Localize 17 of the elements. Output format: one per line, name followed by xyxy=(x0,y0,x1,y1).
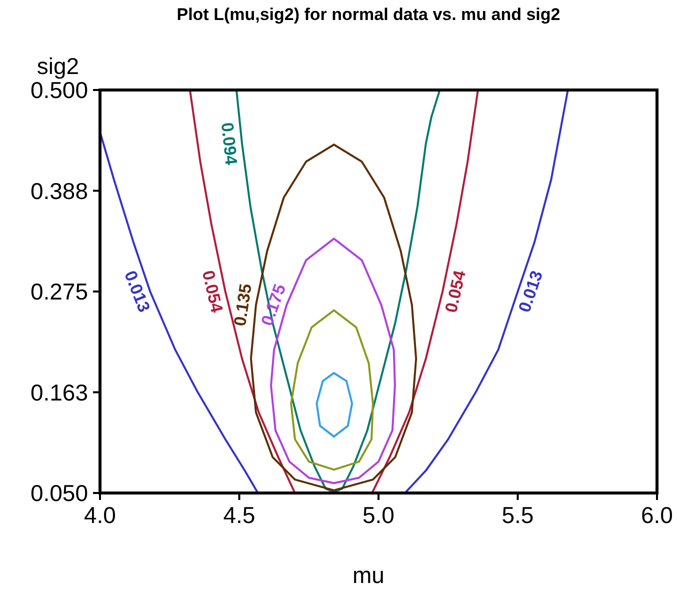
chart-title: Plot L(mu,sig2) for normal data vs. mu and sig2 xyxy=(176,5,560,24)
x-tick-label: 4.5 xyxy=(223,502,256,528)
text: 0.013 xyxy=(120,268,154,315)
text: 0.054 xyxy=(442,268,470,314)
x-tick-label: 5.5 xyxy=(502,502,534,528)
text: 0.094 xyxy=(217,122,241,166)
x-axis-title: mu xyxy=(352,562,384,588)
text: 0.135 xyxy=(230,282,256,328)
y-tick-label: 0.163 xyxy=(30,379,88,406)
y-tick-label: 0.388 xyxy=(30,178,88,204)
x-tick-label: 6.0 xyxy=(641,502,673,528)
text: 0.054 xyxy=(198,268,226,314)
x-tick-label: 5.0 xyxy=(362,502,394,528)
y-axis-title: sig2 xyxy=(36,53,80,79)
text: 0.013 xyxy=(514,268,547,315)
text: 0.175 xyxy=(257,282,290,328)
y-tick-label: 0.275 xyxy=(30,278,88,304)
